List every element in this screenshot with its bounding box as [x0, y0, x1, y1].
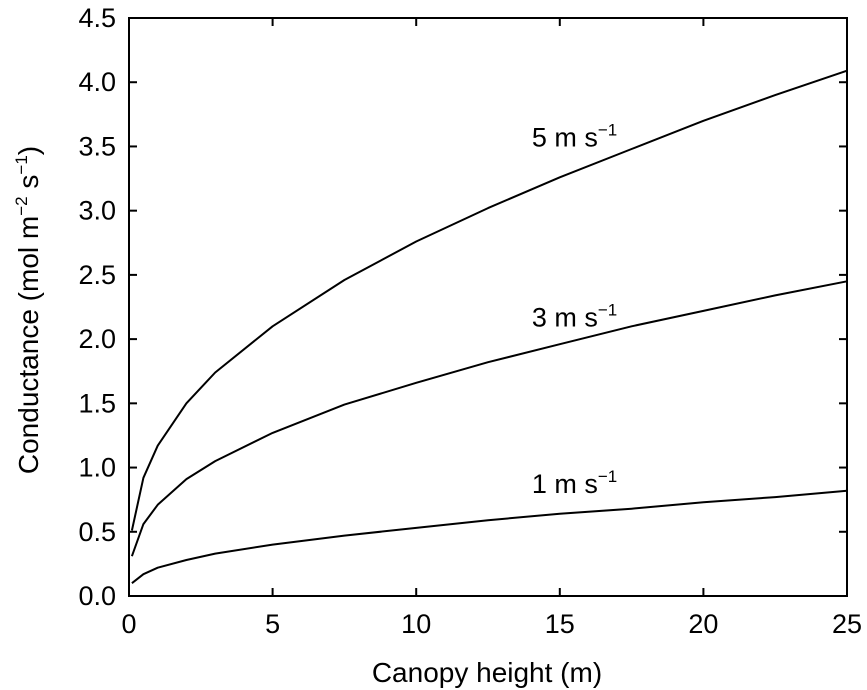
y-axis-title: Conductance (mol m−2 s−1) [12, 146, 44, 474]
series-label: 3 m s−1 [532, 300, 617, 332]
y-axis-title-main: Conductance (mol m [13, 216, 44, 474]
x-tick-label: 25 [832, 609, 862, 639]
x-axis-title: Canopy height (m) [372, 657, 602, 688]
y-tick-label: 2.5 [78, 260, 116, 290]
y-tick-label: 0.0 [78, 581, 116, 611]
y-axis-title-end: ) [13, 146, 44, 155]
y-tick-label: 3.0 [78, 196, 116, 226]
series-label: 1 m s−1 [532, 467, 617, 499]
y-tick-label: 4.0 [78, 67, 116, 97]
y-tick-label: 1.0 [78, 453, 116, 483]
x-tick-label: 5 [265, 609, 280, 639]
series-layer [130, 69, 848, 584]
y-tick-label: 1.5 [78, 388, 116, 418]
x-tick-label: 20 [688, 609, 718, 639]
y-axis-title-exp2: −1 [12, 155, 31, 174]
series-line [130, 69, 848, 531]
ticks-layer: 0 5 10 15 20 25 0.0 0.5 1.0 1.5 2.0 2.5 3.0 3.5 4.0 4.5 [78, 3, 862, 639]
plot-frame [128, 17, 848, 597]
x-tick-label: 15 [545, 609, 575, 639]
y-tick-label: 3.5 [78, 131, 116, 161]
series-line [130, 280, 848, 557]
y-axis-title-mid: s [13, 175, 44, 197]
y-tick-label: 2.0 [78, 324, 116, 354]
y-axis-title-exp1: −2 [12, 196, 31, 215]
series-labels-layer: 5 m s−1 3 m s−1 1 m s−1 [532, 120, 617, 499]
x-tick-label: 10 [401, 609, 431, 639]
x-tick-label: 0 [121, 609, 136, 639]
series-line [131, 489, 848, 584]
y-tick-label: 0.5 [78, 517, 116, 547]
y-tick-label: 4.5 [78, 3, 116, 33]
series-label: 5 m s−1 [532, 120, 617, 152]
